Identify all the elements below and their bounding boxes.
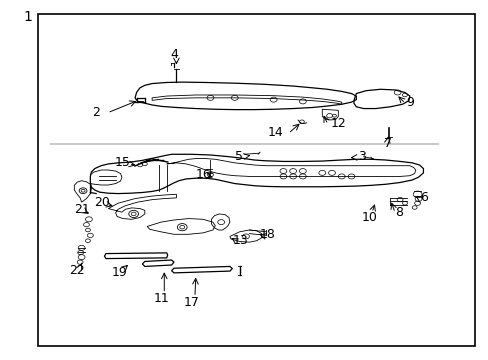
Text: 16: 16 <box>195 168 211 181</box>
Text: 20: 20 <box>94 195 110 209</box>
Text: 7: 7 <box>383 137 391 150</box>
Text: 12: 12 <box>330 117 346 130</box>
Text: 18: 18 <box>259 228 275 241</box>
Text: 9: 9 <box>405 96 413 109</box>
Text: 3: 3 <box>358 150 366 163</box>
Text: 5: 5 <box>234 149 242 163</box>
Text: 19: 19 <box>111 266 127 279</box>
Text: 10: 10 <box>361 211 377 224</box>
Text: 13: 13 <box>232 234 248 247</box>
Text: 2: 2 <box>92 106 100 120</box>
Text: 6: 6 <box>420 192 427 204</box>
Text: 8: 8 <box>394 206 402 219</box>
Text: 22: 22 <box>69 264 85 276</box>
Text: 11: 11 <box>154 292 169 305</box>
Text: 14: 14 <box>267 126 283 139</box>
Text: 1: 1 <box>23 10 33 24</box>
Text: 4: 4 <box>170 49 178 62</box>
Text: 15: 15 <box>115 156 131 168</box>
Text: 17: 17 <box>183 296 200 309</box>
Text: 21: 21 <box>74 203 89 216</box>
